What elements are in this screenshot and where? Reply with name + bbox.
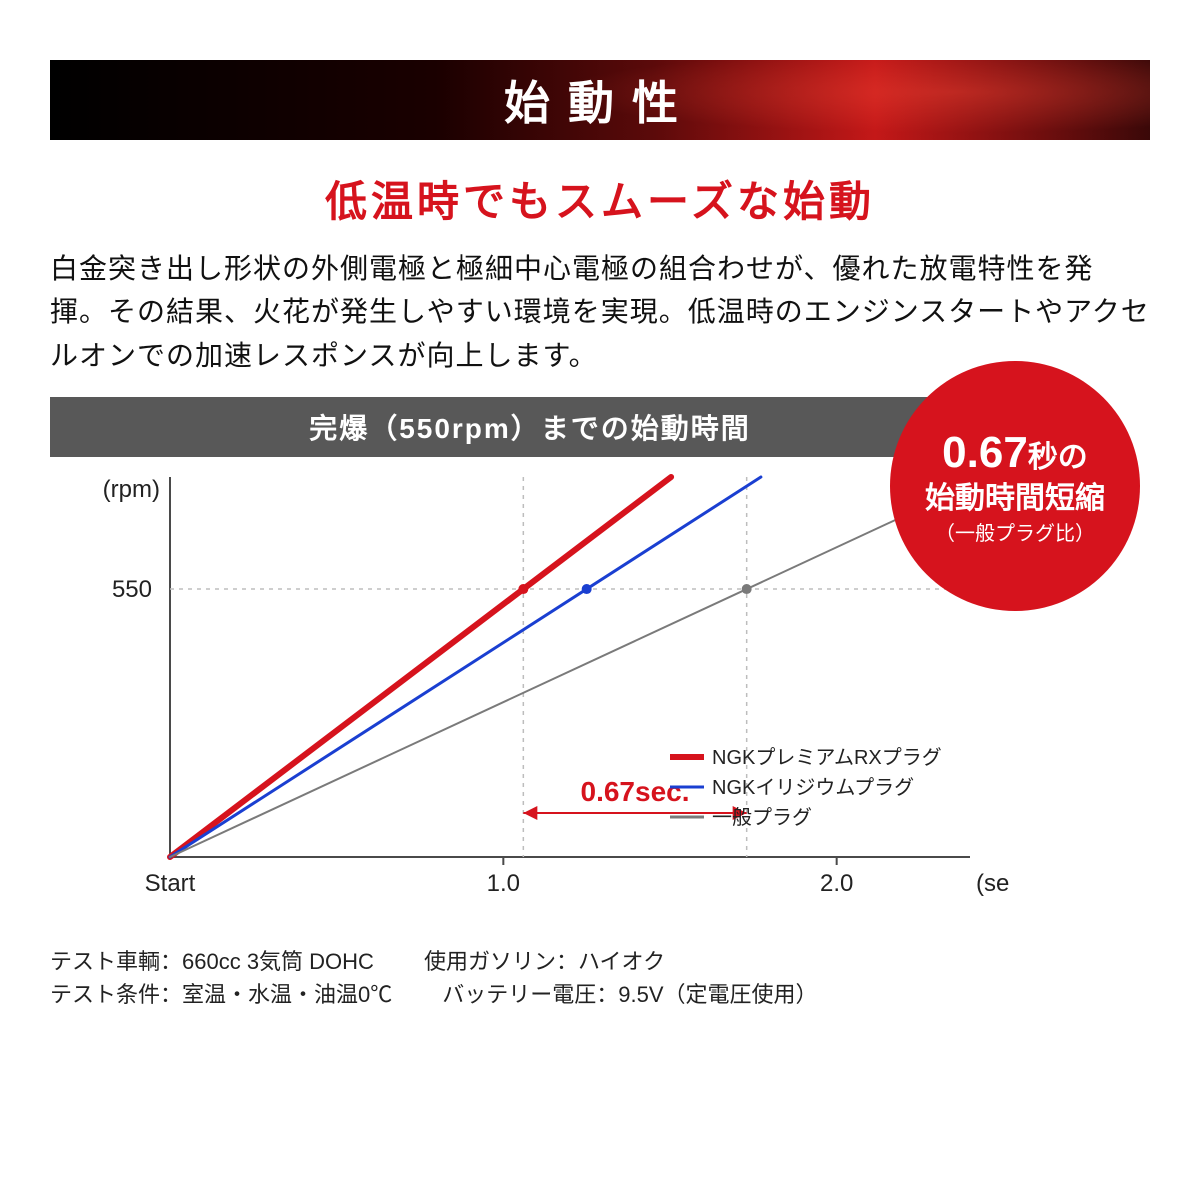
chart-container: 完爆（550rpm）までの始動時間 0.67秒の 始動時間短縮 （一般プラグ比）… <box>50 397 1010 1011</box>
svg-text:2.0: 2.0 <box>820 870 853 897</box>
svg-text:NGKイリジウムプラグ: NGKイリジウムプラグ <box>712 776 914 799</box>
badge-line3: （一般プラグ比） <box>935 522 1095 547</box>
badge-line2: 始動時間短縮 <box>925 480 1105 518</box>
svg-text:0.67sec.: 0.67sec. <box>581 776 690 807</box>
badge-line1: 0.67秒の <box>942 425 1088 480</box>
chart-header: 完爆（550rpm）までの始動時間 <box>50 397 1010 457</box>
svg-text:(sec.): (sec.) <box>976 870 1010 897</box>
subtitle: 低温時でもスムーズな始動 <box>50 168 1150 229</box>
footnotes: テスト車輌：660cc 3気筒 DOHC 使用ガソリン：ハイオク テスト条件：室… <box>50 945 1010 1011</box>
svg-text:550: 550 <box>112 576 152 603</box>
banner: 始動性 <box>50 60 1150 140</box>
chart-plot: 550 (rpm) 1.0 2.0 Start (sec.) 0.67sec. NGKプレミア… <box>50 457 1010 927</box>
highlight-badge: 0.67秒の 始動時間短縮 （一般プラグ比） <box>890 361 1140 611</box>
footnote-battery: バッテリー電圧：9.5V（定電圧使用） <box>442 978 817 1011</box>
svg-text:1.0: 1.0 <box>487 870 520 897</box>
footnote-vehicle: テスト車輌：660cc 3気筒 DOHC <box>50 945 374 978</box>
chart-svg: 550 (rpm) 1.0 2.0 Start (sec.) 0.67sec. NGKプレミア… <box>50 457 1010 927</box>
banner-title: 始動性 <box>504 67 696 133</box>
body-text: 白金突き出し形状の外側電極と極細中心電極の組合わせが、優れた放電特性を発揮。その… <box>50 247 1150 377</box>
svg-text:一般プラグ: 一般プラグ <box>712 806 812 829</box>
svg-text:(rpm): (rpm) <box>103 476 160 503</box>
footnote-conditions: テスト条件：室温・水温・油温0℃ <box>50 978 392 1011</box>
svg-text:Start: Start <box>145 870 196 897</box>
svg-text:NGKプレミアムRXプラグ: NGKプレミアムRXプラグ <box>712 746 942 769</box>
footnote-fuel: 使用ガソリン：ハイオク <box>424 945 665 978</box>
